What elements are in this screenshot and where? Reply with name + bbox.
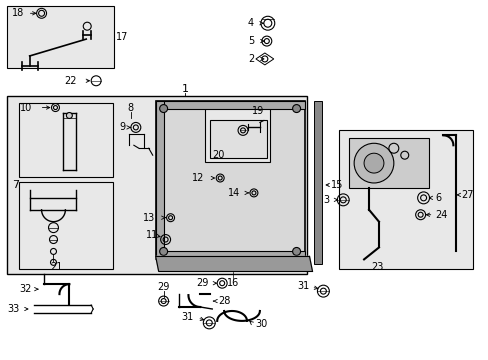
Circle shape bbox=[160, 105, 167, 113]
Bar bbox=[205, 108, 269, 162]
Bar bbox=[19, 182, 113, 269]
Text: 32: 32 bbox=[19, 284, 32, 294]
Bar bbox=[19, 103, 113, 177]
Bar bbox=[348, 138, 427, 188]
Bar bbox=[7, 6, 114, 68]
Text: 20: 20 bbox=[212, 150, 224, 160]
Bar bbox=[155, 251, 304, 260]
Text: 19: 19 bbox=[251, 105, 264, 116]
Text: 11: 11 bbox=[145, 230, 158, 239]
Text: 3: 3 bbox=[323, 195, 328, 205]
Text: 17: 17 bbox=[116, 32, 128, 42]
Text: 29: 29 bbox=[157, 282, 169, 292]
Circle shape bbox=[292, 105, 300, 113]
Text: 5: 5 bbox=[247, 36, 254, 46]
Circle shape bbox=[353, 143, 393, 183]
Text: 29: 29 bbox=[196, 278, 208, 288]
Circle shape bbox=[364, 153, 383, 173]
Bar bbox=[314, 100, 322, 264]
Text: 28: 28 bbox=[218, 296, 230, 306]
Bar bbox=[210, 121, 266, 158]
Text: 1: 1 bbox=[182, 84, 188, 94]
Text: 25: 25 bbox=[410, 143, 422, 153]
Text: 18: 18 bbox=[12, 8, 24, 18]
Text: 27: 27 bbox=[460, 190, 473, 200]
Text: 2: 2 bbox=[247, 54, 254, 64]
Text: 13: 13 bbox=[143, 213, 155, 223]
Bar bbox=[339, 130, 472, 269]
Text: 23: 23 bbox=[370, 262, 383, 272]
Text: 16: 16 bbox=[226, 278, 239, 288]
Text: 30: 30 bbox=[254, 319, 266, 329]
Text: 21: 21 bbox=[50, 262, 62, 272]
Text: 4: 4 bbox=[247, 18, 254, 28]
Text: 33: 33 bbox=[7, 304, 20, 314]
Bar bbox=[155, 100, 163, 260]
Bar bbox=[7, 96, 306, 274]
Text: 9: 9 bbox=[120, 122, 126, 132]
Text: 31: 31 bbox=[297, 281, 309, 291]
Bar bbox=[155, 100, 304, 260]
Text: 14: 14 bbox=[227, 188, 240, 198]
Bar bbox=[155, 100, 304, 109]
Polygon shape bbox=[155, 256, 312, 271]
Text: 12: 12 bbox=[192, 173, 204, 183]
Circle shape bbox=[66, 113, 72, 118]
Text: 26: 26 bbox=[405, 165, 417, 175]
Text: 22: 22 bbox=[63, 76, 76, 86]
Text: 10: 10 bbox=[20, 103, 32, 113]
Text: 24: 24 bbox=[435, 210, 447, 220]
Text: 31: 31 bbox=[181, 312, 193, 322]
Text: 8: 8 bbox=[127, 103, 134, 113]
Text: 15: 15 bbox=[331, 180, 343, 190]
Circle shape bbox=[160, 247, 167, 255]
Text: 6: 6 bbox=[435, 193, 441, 203]
Circle shape bbox=[292, 247, 300, 255]
Text: 7: 7 bbox=[12, 180, 19, 190]
